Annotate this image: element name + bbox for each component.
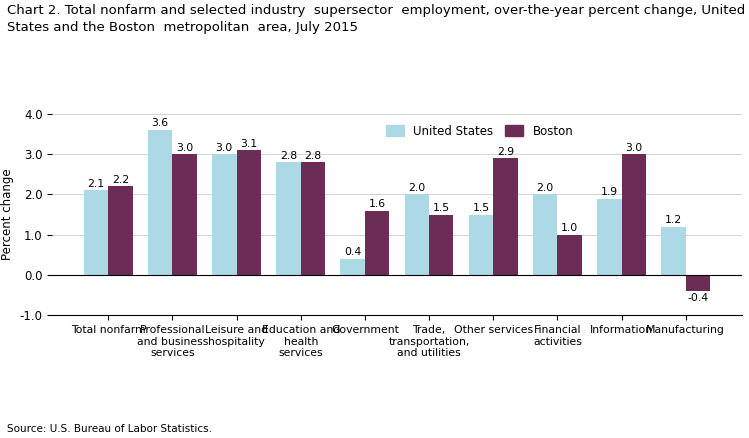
Text: 2.8: 2.8 — [280, 151, 297, 161]
Legend: United States, Boston: United States, Boston — [381, 120, 578, 142]
Text: 2.0: 2.0 — [408, 183, 425, 193]
Bar — [300, 162, 325, 275]
Bar — [469, 215, 494, 275]
Text: 3.1: 3.1 — [240, 138, 257, 148]
Bar — [212, 154, 237, 275]
Text: 2.2: 2.2 — [112, 175, 129, 185]
Bar — [172, 154, 197, 275]
Bar — [661, 227, 686, 275]
Text: 3.0: 3.0 — [216, 142, 233, 152]
Bar — [533, 194, 557, 275]
Bar — [276, 162, 300, 275]
Bar — [429, 215, 453, 275]
Text: 1.5: 1.5 — [433, 203, 450, 213]
Text: 2.1: 2.1 — [88, 179, 105, 189]
Text: 2.0: 2.0 — [536, 183, 554, 193]
Bar — [341, 259, 365, 275]
Bar — [404, 194, 429, 275]
Bar — [494, 158, 518, 275]
Text: 0.4: 0.4 — [344, 247, 361, 258]
Bar — [365, 211, 389, 275]
Text: Chart 2. Total nonfarm and selected industry  supersector  employment, over-the-: Chart 2. Total nonfarm and selected indu… — [7, 4, 746, 34]
Bar — [237, 150, 261, 275]
Y-axis label: Percent change: Percent change — [1, 169, 14, 261]
Text: 1.0: 1.0 — [561, 223, 578, 233]
Bar — [622, 154, 646, 275]
Text: 1.5: 1.5 — [473, 203, 490, 213]
Text: 1.2: 1.2 — [665, 215, 682, 225]
Text: 2.8: 2.8 — [304, 151, 321, 161]
Text: -0.4: -0.4 — [688, 293, 709, 303]
Bar — [597, 198, 622, 275]
Text: 3.0: 3.0 — [625, 142, 643, 152]
Text: 1.9: 1.9 — [601, 187, 618, 197]
Bar — [557, 235, 582, 275]
Bar — [148, 130, 172, 275]
Text: 3.0: 3.0 — [176, 142, 193, 152]
Text: Source: U.S. Bureau of Labor Statistics.: Source: U.S. Bureau of Labor Statistics. — [7, 424, 213, 434]
Bar — [108, 187, 133, 275]
Text: 1.6: 1.6 — [369, 199, 386, 209]
Text: 2.9: 2.9 — [497, 147, 514, 157]
Bar — [84, 191, 108, 275]
Text: 3.6: 3.6 — [151, 118, 169, 128]
Bar — [686, 275, 710, 291]
